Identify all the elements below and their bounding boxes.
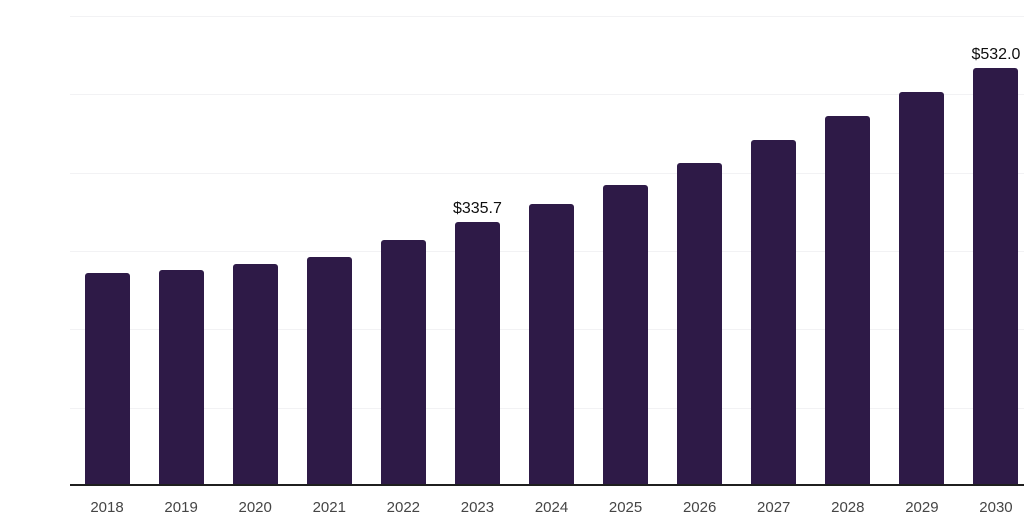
x-tick-label-2029: 2029 [905, 499, 939, 512]
x-tick-label-2018: 2018 [90, 499, 124, 512]
x-axis-line [70, 484, 1024, 486]
x-tick-label-2025: 2025 [608, 499, 643, 512]
bar-2023 [454, 222, 500, 485]
x-tick-label-2020: 2020 [238, 499, 272, 512]
x-tick-label-2026: 2026 [682, 499, 717, 512]
gridline-400 [70, 172, 1024, 174]
x-tick-label-2024: 2024 [534, 499, 569, 512]
bar-2021 [306, 256, 352, 485]
bar-2024 [529, 204, 574, 485]
bar-2019 [158, 269, 204, 485]
x-tick-label-2019: 2019 [164, 499, 198, 512]
bar-2018 [84, 273, 130, 485]
plot-area: $335.7 $532.0 [70, 16, 1024, 486]
bar-2030 [973, 68, 1019, 485]
value-label-2030: $532.0 [971, 46, 1021, 64]
bar-2027 [751, 140, 797, 485]
x-tick-label-2030: 2030 [979, 499, 1013, 512]
bar-2028 [825, 115, 871, 485]
bar-2022 [380, 239, 426, 485]
x-tick-label-2023: 2023 [460, 499, 495, 512]
bar-2020 [232, 264, 278, 485]
bar-2025 [603, 184, 649, 485]
bar-2029 [899, 92, 945, 485]
x-tick-label-2028: 2028 [831, 499, 865, 512]
x-tick-label-2027: 2027 [757, 499, 791, 512]
value-label-2023: $335.7 [452, 200, 502, 218]
gridline-500 [70, 94, 1024, 96]
x-tick-label-2022: 2022 [386, 499, 421, 512]
x-tick-label-2021: 2021 [312, 499, 346, 512]
gridline-600 [70, 16, 1024, 17]
bar-chart: $335.7 $532.0 2018 2019 2020 2021 2022 2023 202… [40, 16, 1024, 512]
bar-2026 [677, 162, 723, 485]
